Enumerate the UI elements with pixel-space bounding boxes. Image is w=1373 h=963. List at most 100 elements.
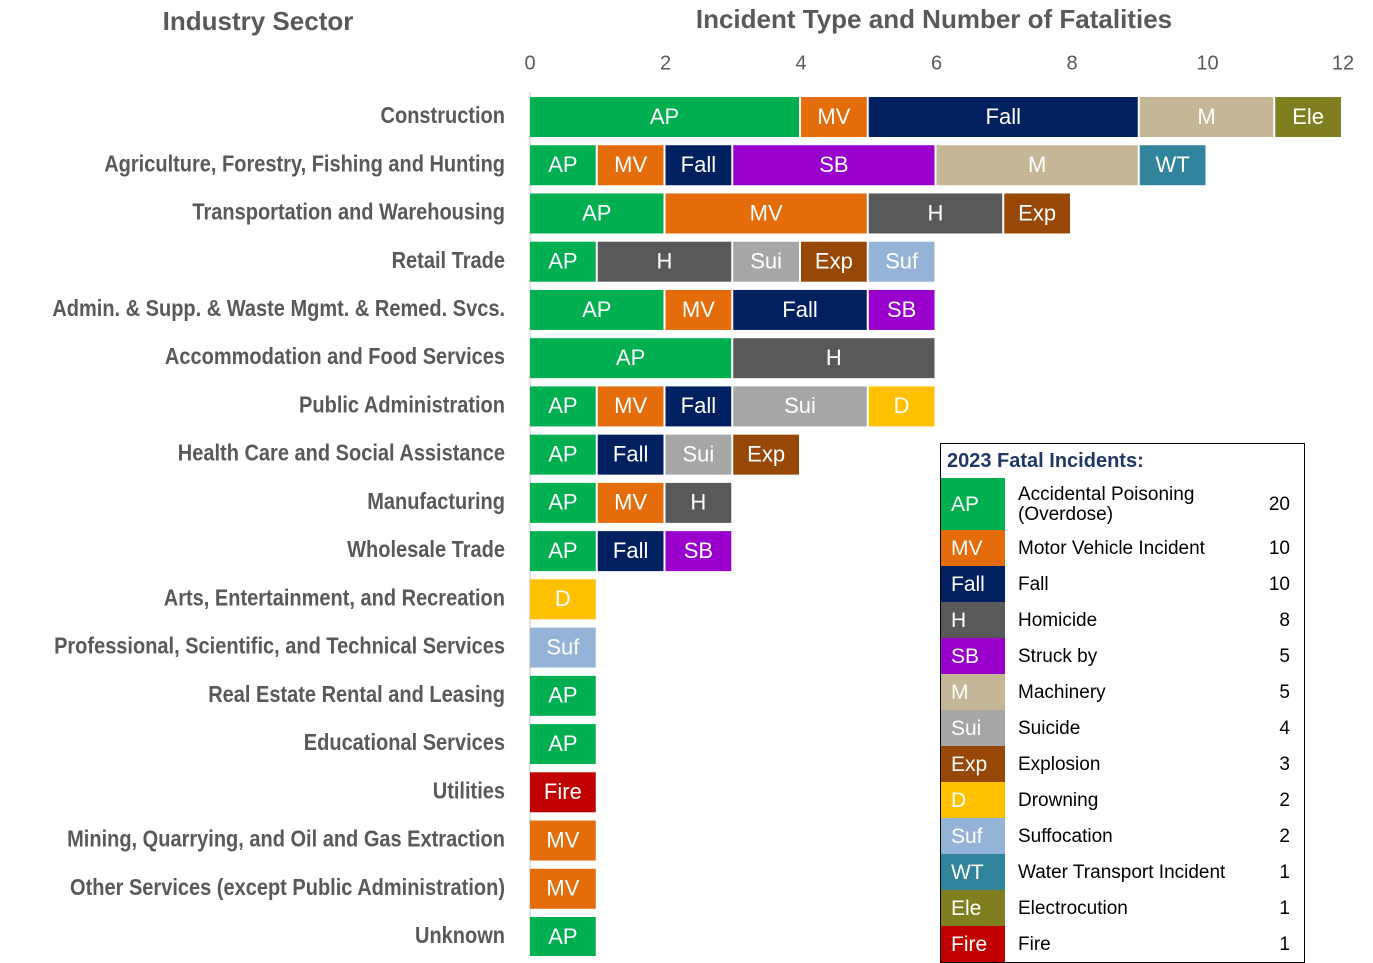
bar-segment: [530, 579, 596, 620]
legend-swatch: Ele: [941, 890, 1005, 926]
legend-total: 4: [1279, 718, 1290, 739]
bar-segment: [868, 241, 935, 282]
legend-total: 5: [1279, 646, 1290, 667]
legend-total: 10: [1268, 538, 1290, 559]
segment-label: Fall: [782, 297, 817, 322]
legend-swatch: AP: [941, 478, 1005, 530]
bar-segment: [733, 145, 935, 186]
bar-segment: [530, 145, 596, 186]
legend-total: 2: [1279, 826, 1290, 847]
legend-total: 10: [1268, 574, 1290, 595]
segment-label: SB: [887, 297, 916, 322]
bar-segment: [665, 193, 867, 234]
segment-label: AP: [548, 924, 577, 949]
category-label: Admin. & Supp. & Waste Mgmt. & Remed. Sv…: [52, 295, 505, 322]
category-label: Educational Services: [304, 729, 505, 756]
bar-segment: [1139, 97, 1274, 137]
legend-label: Water Transport Incident: [1018, 862, 1226, 884]
bar-segment: [868, 193, 1003, 234]
segment-label: Fall: [681, 393, 716, 418]
segment-label: D: [894, 393, 910, 418]
category-label: Agriculture, Forestry, Fishing and Hunti…: [104, 150, 505, 177]
category-label-group: Agriculture, Forestry, Fishing and Hunti…: [104, 150, 505, 177]
segment-label: Exp: [747, 441, 785, 466]
segment-label: AP: [548, 538, 577, 563]
segment-label: MV: [682, 297, 715, 322]
legend-swatch: Exp: [941, 746, 1005, 782]
legend-swatch: H: [941, 602, 1005, 638]
legend-label: Suicide: [1018, 718, 1081, 740]
bar-segment: [530, 289, 664, 330]
legend-item: SB Struck by 5: [941, 638, 1304, 675]
segment-label: Suf: [885, 249, 919, 274]
bar-segment: [665, 145, 732, 186]
category-label-group: Unknown: [415, 922, 505, 949]
category-label-group: Manufacturing: [367, 488, 505, 515]
segment-label: MV: [614, 490, 647, 515]
segment-label: AP: [616, 345, 645, 370]
legend-swatch: MV: [941, 530, 1005, 566]
legend-swatch: Sui: [941, 710, 1005, 746]
legend-item: Exp Explosion 3: [941, 746, 1304, 783]
legend-item: WT Water Transport Incident 1: [941, 854, 1304, 891]
legend-total: 1: [1279, 862, 1290, 883]
bar-segment: [530, 241, 596, 282]
bar-segment: [733, 338, 935, 379]
category-label: Unknown: [415, 922, 505, 949]
bar-segment: [597, 482, 664, 523]
legend-item: Ele Electrocution 1: [941, 890, 1304, 927]
segment-label: M: [1197, 104, 1215, 129]
segment-label: Fire: [544, 779, 582, 804]
x-tick-label: 10: [1196, 52, 1218, 74]
bar-segment: [665, 386, 732, 427]
legend-total: 3: [1279, 754, 1290, 775]
category-label: Construction: [381, 102, 505, 129]
segment-label: WT: [1156, 152, 1190, 177]
segment-label: AP: [548, 490, 577, 515]
bar-segment: [530, 386, 596, 427]
legend-swatch: WT: [941, 854, 1005, 890]
bar-segment: [868, 97, 1138, 137]
bar-segment: [530, 868, 596, 909]
segment-label: MV: [817, 104, 850, 129]
legend-swatch: Suf: [941, 818, 1005, 854]
category-label-group: Wholesale Trade: [347, 536, 505, 563]
segment-label: Sui: [784, 393, 816, 418]
bar-segment: [530, 820, 596, 861]
bar-segment: [530, 338, 732, 379]
segment-label: Fall: [613, 538, 648, 563]
segment-label: MV: [614, 393, 647, 418]
segment-label: AP: [548, 249, 577, 274]
segment-label: AP: [548, 393, 577, 418]
bar-segment: [530, 193, 664, 234]
segment-label: Ele: [1292, 104, 1324, 129]
category-label-group: Admin. & Supp. & Waste Mgmt. & Remed. Sv…: [52, 295, 505, 322]
bar-segment: [530, 627, 596, 668]
legend-item: M Machinery 5: [941, 674, 1304, 711]
legend-label: Homicide: [1018, 610, 1098, 632]
legend-label: Machinery: [1018, 682, 1106, 704]
segment-label: Fall: [986, 104, 1021, 129]
category-label-group: Retail Trade: [392, 246, 505, 273]
legend-item: AP Accidental Poisoning (Overdose) 20: [941, 478, 1304, 531]
x-tick-label: 2: [660, 52, 671, 74]
category-label: Public Administration: [299, 391, 505, 418]
bar-segment: [801, 97, 867, 137]
legend-label: Accidental Poisoning (Overdose): [1018, 484, 1195, 525]
segment-label: M: [1028, 152, 1046, 177]
segment-label: SB: [684, 538, 713, 563]
bar-segment: [868, 386, 935, 427]
category-label: Utilities: [433, 777, 505, 804]
legend-item: MV Motor Vehicle Incident 10: [941, 530, 1304, 567]
x-tick-label: 12: [1332, 52, 1354, 74]
segment-label: MV: [546, 876, 579, 901]
segment-label: H: [928, 200, 944, 225]
legend-total: 2: [1279, 790, 1290, 811]
segment-label: AP: [582, 200, 611, 225]
bar-segment: [530, 917, 596, 956]
bar-segment: [1004, 193, 1070, 234]
legend-swatch: Fall: [941, 566, 1005, 602]
legend-swatch: D: [941, 782, 1005, 818]
legend-item: Fall Fall 10: [941, 566, 1304, 603]
